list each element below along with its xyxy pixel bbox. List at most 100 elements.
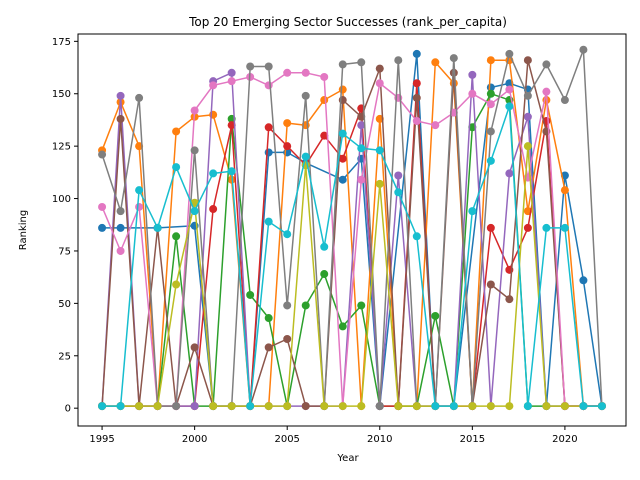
y-axis-title: Ranking xyxy=(18,210,29,250)
data-point xyxy=(190,106,199,115)
series-line xyxy=(101,72,602,407)
data-point xyxy=(227,77,236,86)
data-point xyxy=(209,81,218,90)
series-line xyxy=(101,59,602,407)
data-point xyxy=(468,89,477,98)
data-point xyxy=(579,276,588,285)
data-point xyxy=(98,150,107,159)
data-point xyxy=(486,100,495,109)
data-point xyxy=(283,402,292,411)
data-point xyxy=(597,402,606,411)
data-point xyxy=(301,402,310,411)
data-point xyxy=(301,68,310,77)
data-point xyxy=(172,280,181,289)
data-point xyxy=(172,402,181,411)
data-point xyxy=(505,102,514,111)
data-point xyxy=(579,45,588,54)
data-point xyxy=(431,311,440,320)
data-point xyxy=(357,301,366,310)
data-point xyxy=(172,163,181,172)
data-point xyxy=(468,70,477,79)
series-layer xyxy=(98,45,606,411)
y-tick-label: 50 xyxy=(58,299,71,310)
chart-title: Top 20 Emerging Sector Successes (rank_p… xyxy=(188,15,507,29)
data-point xyxy=(431,402,440,411)
data-point xyxy=(116,207,125,216)
data-point xyxy=(264,314,273,323)
y-axis: 0 25 50 75 100 125 150 175 xyxy=(52,37,78,415)
data-point xyxy=(172,232,181,241)
data-point xyxy=(135,402,144,411)
y-tick-label: 75 xyxy=(58,246,71,257)
data-point xyxy=(246,62,255,71)
data-point xyxy=(227,402,236,411)
data-point xyxy=(338,175,347,184)
data-point xyxy=(357,175,366,184)
data-point xyxy=(338,154,347,163)
data-point xyxy=(523,112,532,121)
data-point xyxy=(135,186,144,195)
data-point xyxy=(357,402,366,411)
data-point xyxy=(283,68,292,77)
data-point xyxy=(579,402,588,411)
data-point xyxy=(394,171,403,180)
data-point xyxy=(116,91,125,100)
data-point xyxy=(523,402,532,411)
data-point xyxy=(190,343,199,352)
data-point xyxy=(227,121,236,130)
data-point xyxy=(468,207,477,216)
data-point xyxy=(375,64,384,73)
data-point xyxy=(412,79,421,88)
data-point xyxy=(98,202,107,211)
data-point xyxy=(486,127,495,136)
data-point xyxy=(227,167,236,176)
data-point xyxy=(246,290,255,299)
y-tick-label: 150 xyxy=(52,89,71,100)
series-10 xyxy=(98,102,606,411)
data-point xyxy=(135,202,144,211)
x-tick-label: 2005 xyxy=(274,434,299,445)
data-point xyxy=(505,49,514,58)
data-point xyxy=(542,223,551,232)
data-point xyxy=(431,121,440,130)
data-point xyxy=(486,56,495,65)
data-point xyxy=(523,223,532,232)
data-point xyxy=(375,79,384,88)
data-point xyxy=(264,402,273,411)
data-point xyxy=(264,148,273,157)
data-point xyxy=(431,58,440,67)
data-point xyxy=(560,402,569,411)
data-point xyxy=(560,186,569,195)
data-point xyxy=(116,246,125,255)
data-point xyxy=(338,60,347,69)
x-tick-label: 2015 xyxy=(460,434,485,445)
data-point xyxy=(209,169,218,178)
data-point xyxy=(486,280,495,289)
data-point xyxy=(116,223,125,232)
data-point xyxy=(357,121,366,130)
y-tick-label: 0 xyxy=(65,404,71,415)
data-point xyxy=(486,89,495,98)
data-point xyxy=(98,223,107,232)
data-point xyxy=(523,56,532,65)
data-point xyxy=(505,295,514,304)
series-line xyxy=(102,145,602,407)
data-point xyxy=(486,223,495,232)
data-point xyxy=(394,56,403,65)
data-point xyxy=(283,119,292,128)
data-point xyxy=(264,123,273,132)
data-point xyxy=(135,142,144,151)
data-point xyxy=(264,62,273,71)
data-point xyxy=(412,116,421,125)
data-point xyxy=(283,230,292,239)
data-point xyxy=(227,68,236,77)
data-point xyxy=(394,402,403,411)
data-point xyxy=(412,232,421,241)
y-tick-label: 25 xyxy=(58,351,71,362)
data-point xyxy=(116,402,125,411)
data-point xyxy=(449,54,458,63)
data-point xyxy=(486,402,495,411)
data-point xyxy=(542,402,551,411)
data-point xyxy=(172,127,181,136)
